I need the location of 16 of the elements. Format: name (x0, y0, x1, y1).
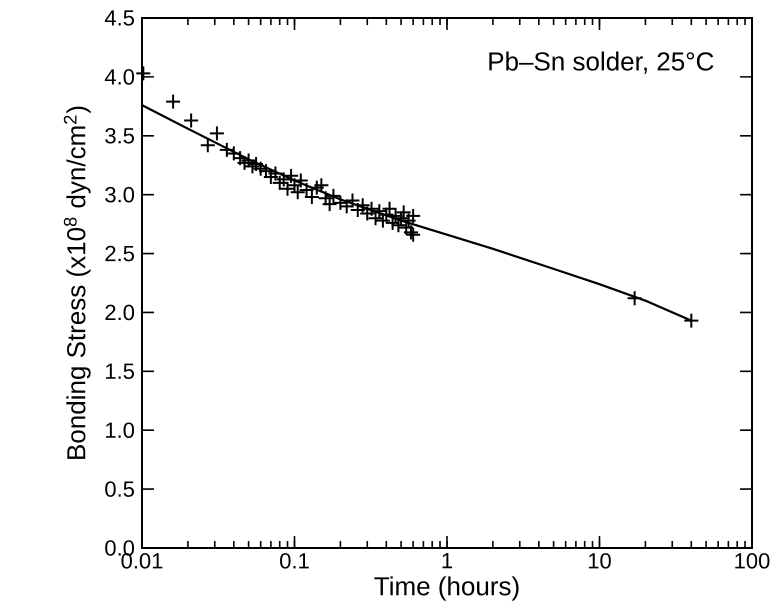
y-tick-label: 0.5 (105, 481, 134, 497)
y-tick-label: 2.5 (105, 246, 134, 262)
y-tick-label: 3.5 (105, 128, 134, 144)
y-axis-title: Bonding Stress (x10$^{8}$ dyn/cm$^{2}$) (64, 106, 91, 459)
y-tick-label: 3.0 (105, 186, 134, 202)
x-axis-title: Time (hours) (374, 576, 519, 601)
x-tick-label: 1 (442, 553, 452, 568)
x-tick-label: 10 (588, 553, 611, 569)
x-tick-label: 0.1 (280, 553, 309, 569)
x-tick-label: 100 (735, 553, 770, 569)
annotation: Pb–Sn solder, 25°C (489, 52, 714, 74)
y-tick-label: 4.5 (104, 10, 134, 26)
y-tick-label: 1.0 (106, 422, 134, 438)
y-tick-label: 2.0 (105, 304, 134, 320)
y-tick-label: 4.0 (104, 69, 134, 85)
y-tick-label: 1.5 (106, 364, 134, 380)
